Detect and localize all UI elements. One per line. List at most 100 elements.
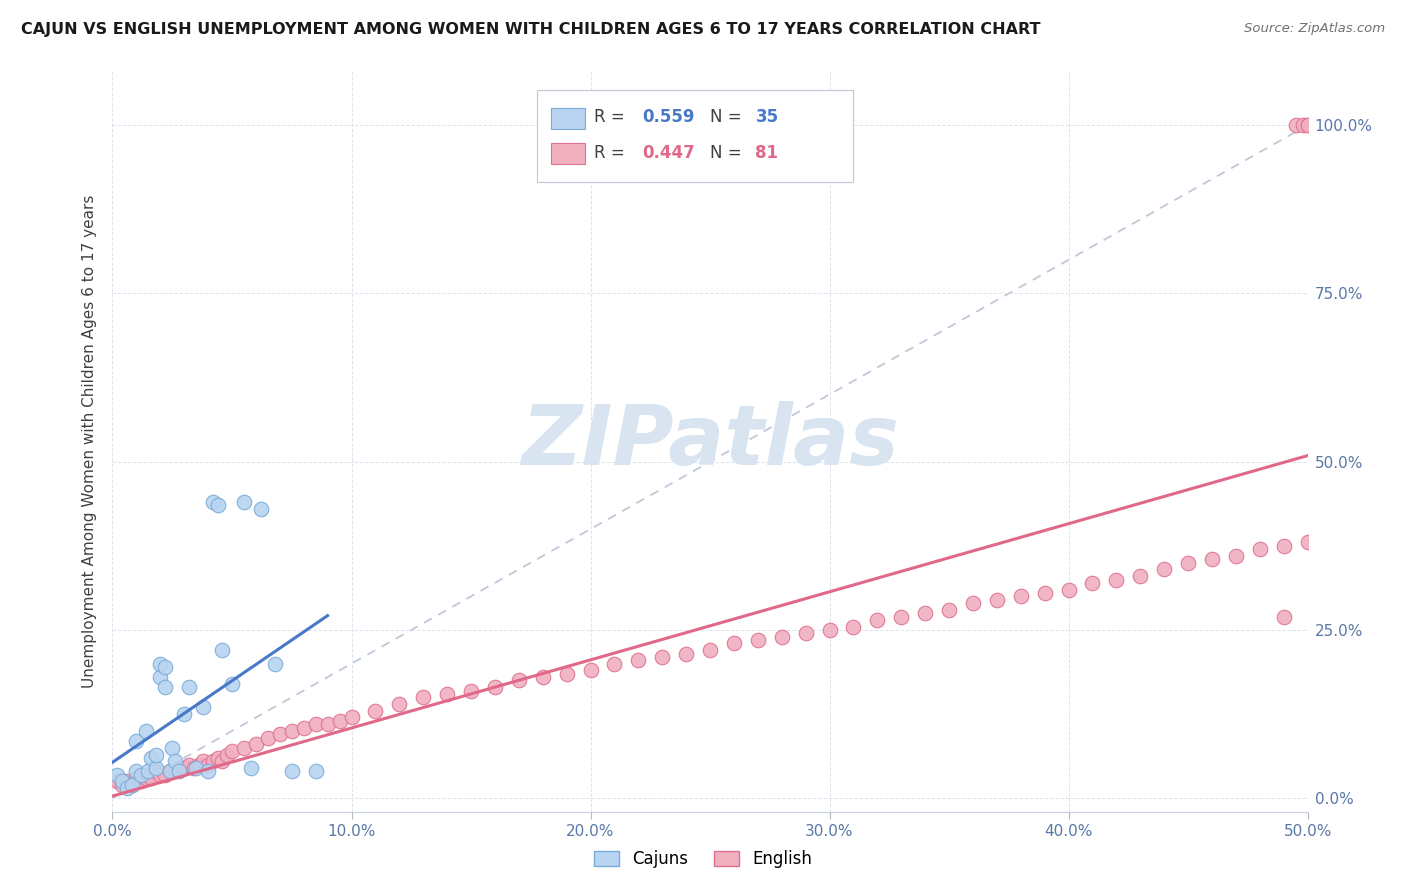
Point — [145, 761, 167, 775]
Point — [201, 495, 224, 509]
Point — [1285, 118, 1308, 132]
Text: 0.559: 0.559 — [643, 108, 695, 127]
Point — [145, 747, 167, 762]
Point — [211, 754, 233, 768]
Point — [292, 721, 315, 735]
Point — [138, 764, 160, 779]
Point — [436, 687, 458, 701]
Point — [1010, 590, 1032, 604]
Point — [1033, 586, 1056, 600]
Point — [163, 754, 186, 768]
Text: CAJUN VS ENGLISH UNEMPLOYMENT AMONG WOMEN WITH CHILDREN AGES 6 TO 17 YEARS CORRE: CAJUN VS ENGLISH UNEMPLOYMENT AMONG WOME… — [21, 22, 1040, 37]
Point — [221, 677, 243, 691]
Point — [211, 643, 233, 657]
Point — [531, 670, 554, 684]
Point — [173, 761, 195, 775]
Point — [675, 647, 697, 661]
Point — [842, 620, 865, 634]
Text: R =: R = — [595, 108, 630, 127]
Point — [125, 734, 148, 748]
Point — [193, 754, 215, 768]
Point — [153, 680, 176, 694]
Text: ZIPatlas: ZIPatlas — [522, 401, 898, 482]
Point — [1292, 118, 1315, 132]
Point — [305, 764, 328, 779]
Point — [186, 761, 208, 775]
Point — [1153, 562, 1175, 576]
Y-axis label: Unemployment Among Women with Children Ages 6 to 17 years: Unemployment Among Women with Children A… — [82, 194, 97, 689]
Point — [651, 649, 673, 664]
Text: N =: N = — [710, 144, 747, 161]
Point — [264, 657, 287, 671]
Point — [281, 723, 304, 738]
Point — [460, 683, 482, 698]
Point — [159, 764, 181, 779]
Point — [129, 774, 152, 789]
Text: 0.447: 0.447 — [643, 144, 695, 161]
Point — [207, 751, 229, 765]
Point — [105, 767, 128, 781]
Point — [187, 757, 209, 772]
Point — [207, 499, 229, 513]
Point — [340, 710, 363, 724]
Point — [484, 680, 506, 694]
Point — [388, 697, 411, 711]
Point — [135, 771, 157, 785]
Point — [125, 764, 148, 779]
Point — [1272, 609, 1295, 624]
Point — [153, 767, 176, 781]
Point — [508, 673, 530, 688]
Point — [233, 740, 256, 755]
Text: 81: 81 — [755, 144, 779, 161]
Text: N =: N = — [710, 108, 747, 127]
Point — [149, 670, 172, 684]
Point — [269, 727, 291, 741]
Point — [257, 731, 280, 745]
Point — [1296, 118, 1319, 132]
Point — [162, 740, 183, 755]
Point — [316, 717, 339, 731]
Point — [890, 609, 912, 624]
Point — [163, 764, 186, 779]
Point — [177, 757, 200, 772]
Point — [1105, 573, 1128, 587]
Point — [305, 717, 328, 731]
Point — [1129, 569, 1152, 583]
Point — [1225, 549, 1247, 563]
Text: R =: R = — [595, 144, 630, 161]
Point — [1272, 539, 1295, 553]
Point — [149, 767, 172, 781]
Point — [129, 767, 152, 781]
FancyBboxPatch shape — [537, 90, 853, 183]
Point — [197, 764, 219, 779]
Point — [135, 723, 157, 738]
Point — [138, 767, 160, 781]
Point — [329, 714, 352, 728]
Point — [193, 700, 215, 714]
Point — [201, 754, 224, 768]
Point — [747, 633, 769, 648]
Point — [1057, 582, 1080, 597]
Point — [197, 757, 219, 772]
Point — [1249, 542, 1271, 557]
Text: 35: 35 — [755, 108, 779, 127]
Point — [183, 761, 205, 775]
Point — [281, 764, 304, 779]
Legend: Cajuns, English: Cajuns, English — [588, 844, 818, 875]
Point — [770, 630, 793, 644]
Point — [627, 653, 650, 667]
Point — [121, 778, 143, 792]
Point — [221, 744, 243, 758]
Point — [159, 764, 181, 779]
Point — [723, 636, 745, 650]
Point — [962, 596, 984, 610]
Point — [579, 664, 602, 678]
Point — [1296, 118, 1319, 132]
Point — [1296, 535, 1319, 549]
Point — [139, 771, 162, 785]
Point — [121, 778, 143, 792]
Point — [169, 761, 191, 775]
Point — [794, 626, 817, 640]
Point — [217, 747, 239, 762]
Point — [139, 751, 162, 765]
